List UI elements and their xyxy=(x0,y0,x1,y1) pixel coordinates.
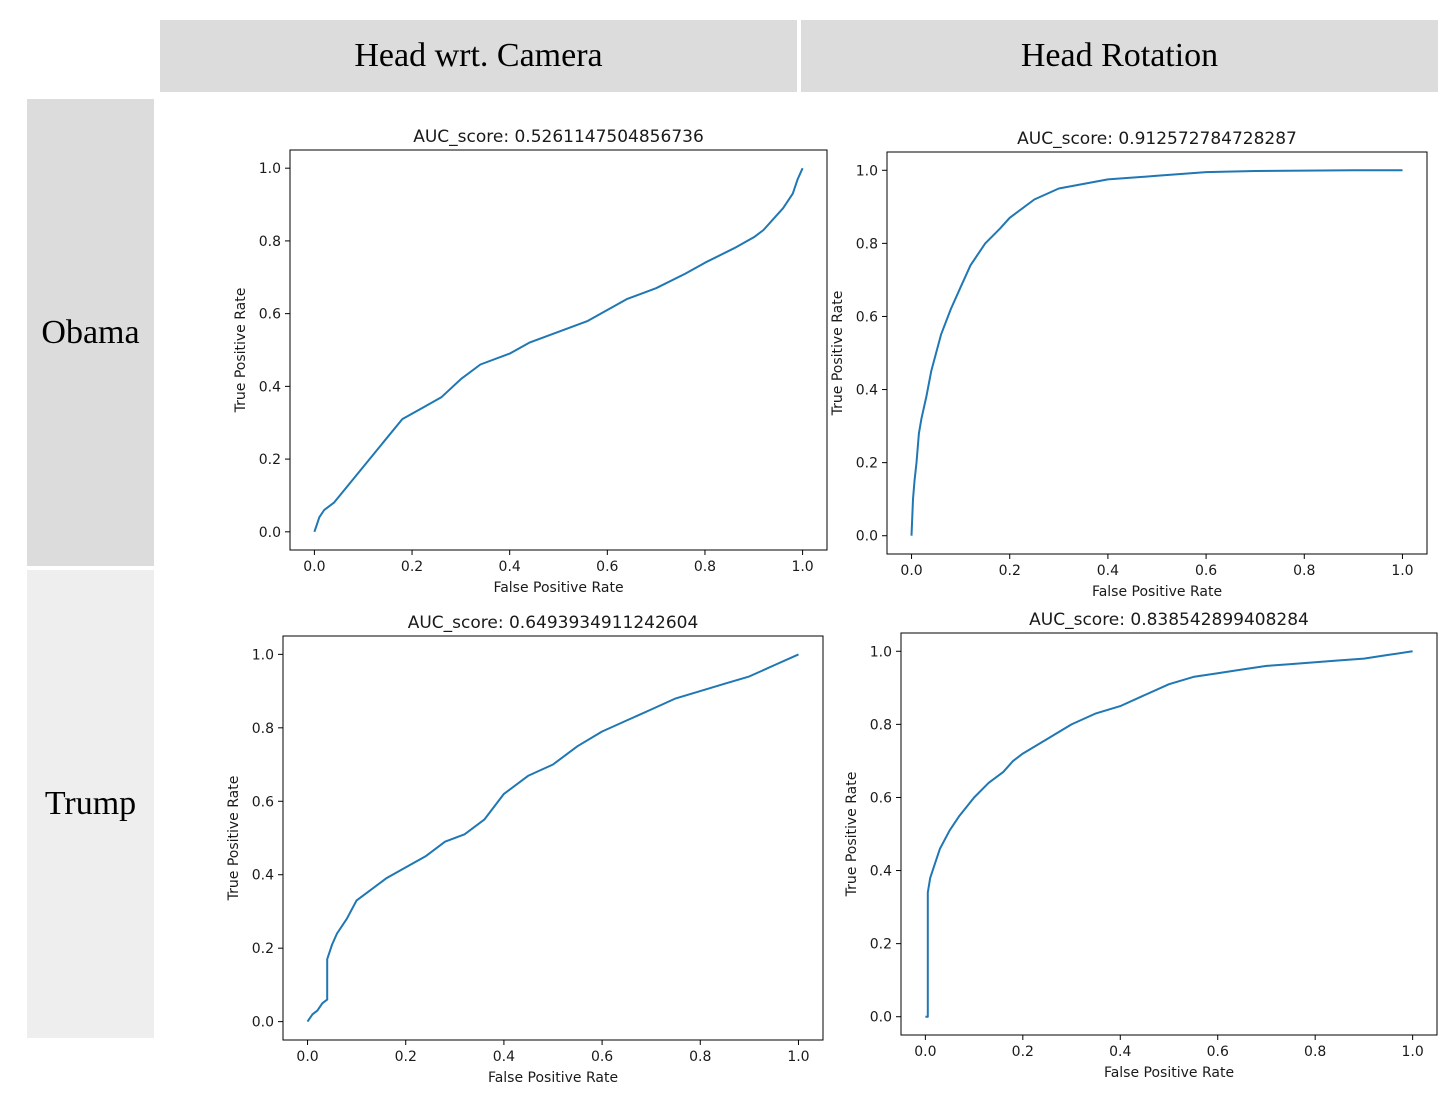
x-axis-label: False Positive Rate xyxy=(488,1070,618,1086)
column-header-head-wrt-camera: Head wrt. Camera xyxy=(160,20,797,92)
y-tick-label: 0.2 xyxy=(856,456,878,472)
chart-4: 0.0 0.2 0.4 0.6 0.8 1.0 0.0 0.2 0.4 0.6 0.8 1.0 AUC_… xyxy=(844,610,1438,1081)
roc-curve xyxy=(313,167,804,533)
y-tick-label: 0.2 xyxy=(259,452,281,468)
y-tick-label: 0.6 xyxy=(870,790,892,806)
y-tick-label: 0.2 xyxy=(870,937,892,953)
y-tick-label: 0.8 xyxy=(856,236,878,252)
y-tick-label: 1.0 xyxy=(870,644,892,660)
x-axis-label: False Positive Rate xyxy=(1092,584,1222,600)
y-tick-label: 0.0 xyxy=(259,525,281,541)
x-tick-label: 0.8 xyxy=(694,559,716,575)
chart-2: 0.0 0.2 0.4 0.6 0.8 1.0 0.0 0.2 0.4 0.6 0.8 1.0 AUC_… xyxy=(830,129,1428,600)
y-tick-label: 0.4 xyxy=(252,868,274,884)
y-axis-label: True Positive Rate xyxy=(830,291,846,417)
x-tick-label: 0.4 xyxy=(1097,563,1119,579)
x-tick-label: 0.8 xyxy=(1293,563,1315,579)
x-axis-label: False Positive Rate xyxy=(493,580,623,596)
y-tick-label: 1.0 xyxy=(259,161,281,177)
x-tick-label: 0.2 xyxy=(401,559,423,575)
row-header-trump: Trump xyxy=(27,570,154,1038)
chart-title: AUC_score: 0.838542899408284 xyxy=(1029,610,1309,630)
x-tick-label: 1.0 xyxy=(1402,1044,1424,1060)
roc-curve xyxy=(306,653,799,1023)
y-tick-label: 0.8 xyxy=(870,717,892,733)
y-tick-label: 0.0 xyxy=(856,529,878,545)
chart-title: AUC_score: 0.912572784728287 xyxy=(1017,129,1297,149)
x-tick-label: 0.2 xyxy=(1012,1044,1034,1060)
y-tick-label: 0.8 xyxy=(259,234,281,250)
x-tick-label: 0.6 xyxy=(596,559,618,575)
plot-frame xyxy=(900,632,1438,1036)
y-axis-label: True Positive Rate xyxy=(226,776,242,902)
roc-curve xyxy=(925,650,1413,1018)
x-tick-label: 0.0 xyxy=(914,1044,936,1060)
plot-frame xyxy=(282,635,824,1041)
x-tick-label: 1.0 xyxy=(1391,563,1413,579)
y-tick-label: 0.6 xyxy=(259,307,281,323)
x-tick-label: 0.0 xyxy=(296,1049,318,1065)
x-axis-label: False Positive Rate xyxy=(1104,1065,1234,1081)
y-tick-label: 0.4 xyxy=(856,383,878,399)
y-tick-label: 1.0 xyxy=(252,647,274,663)
y-axis-label: True Positive Rate xyxy=(844,772,860,898)
x-tick-label: 0.2 xyxy=(395,1049,417,1065)
chart-title: AUC_score: 0.5261147504856736 xyxy=(413,127,704,147)
x-tick-label: 0.0 xyxy=(900,563,922,579)
plot-frame xyxy=(886,151,1428,555)
plot-frame xyxy=(289,149,828,551)
x-tick-label: 0.8 xyxy=(689,1049,711,1065)
y-tick-label: 0.4 xyxy=(870,864,892,880)
y-tick-label: 0.0 xyxy=(252,1015,274,1031)
x-tick-label: 0.0 xyxy=(303,559,325,575)
chart-title: AUC_score: 0.6493934911242604 xyxy=(408,613,699,633)
x-tick-label: 0.6 xyxy=(591,1049,613,1065)
y-tick-label: 0.6 xyxy=(252,794,274,810)
x-tick-label: 0.6 xyxy=(1207,1044,1229,1060)
x-tick-label: 1.0 xyxy=(787,1049,809,1065)
y-tick-label: 0.2 xyxy=(252,941,274,957)
y-tick-label: 1.0 xyxy=(856,163,878,179)
roc-curve xyxy=(910,169,1403,536)
y-tick-label: 0.6 xyxy=(856,309,878,325)
x-tick-label: 0.4 xyxy=(493,1049,515,1065)
column-header-head-rotation: Head Rotation xyxy=(801,20,1438,92)
y-axis-label: True Positive Rate xyxy=(233,288,249,414)
x-tick-label: 1.0 xyxy=(791,559,813,575)
chart-3: 0.0 0.2 0.4 0.6 0.8 1.0 0.0 0.2 0.4 0.6 0.8 1.0 AUC_… xyxy=(226,613,824,1086)
y-tick-label: 0.0 xyxy=(870,1010,892,1026)
x-tick-label: 0.8 xyxy=(1304,1044,1326,1060)
x-tick-label: 0.2 xyxy=(999,563,1021,579)
x-tick-label: 0.4 xyxy=(499,559,521,575)
x-tick-label: 0.6 xyxy=(1195,563,1217,579)
y-tick-label: 0.8 xyxy=(252,721,274,737)
row-header-obama: Obama xyxy=(27,99,154,566)
chart-1: 0.0 0.2 0.4 0.6 0.8 1.0 0.0 0.2 0.4 0.6 0.8 1.0 AUC_… xyxy=(233,127,828,596)
x-tick-label: 0.4 xyxy=(1109,1044,1131,1060)
y-tick-label: 0.4 xyxy=(259,379,281,395)
